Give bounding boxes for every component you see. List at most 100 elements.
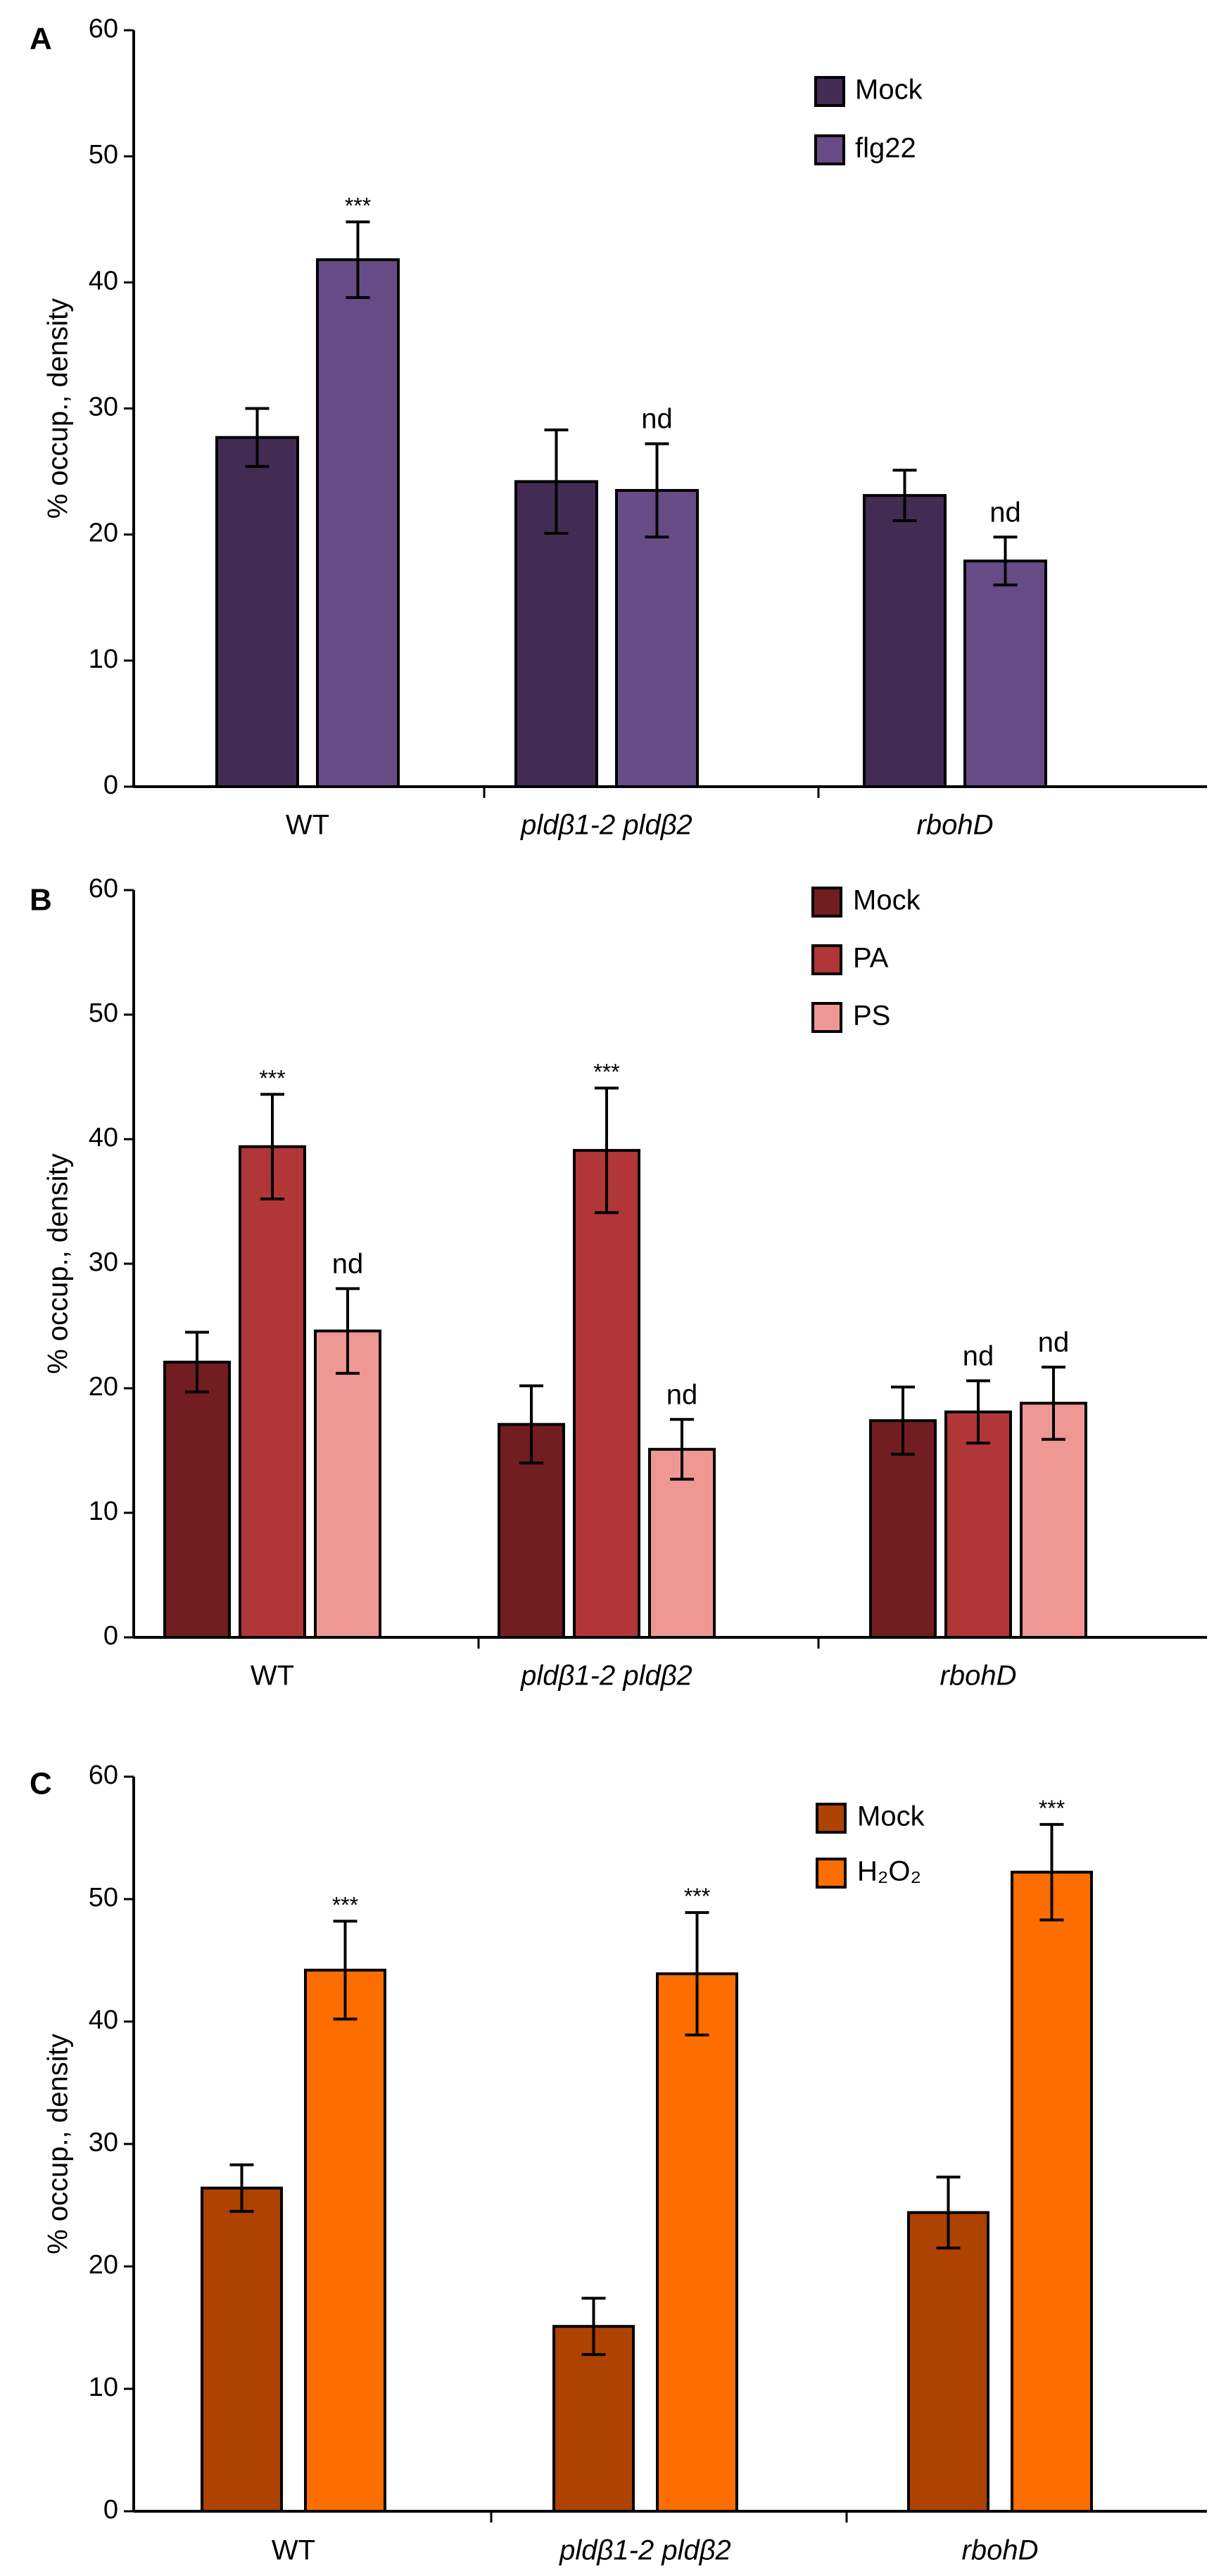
error-bar	[595, 1086, 619, 1214]
y-tick-label: 0	[103, 2495, 118, 2525]
significance-annotation: nd	[332, 1248, 364, 1279]
panel-c: C 0 10 20 30 40 50 60 % occup., density WT pldβ1-2…	[30, 1760, 1207, 2566]
bar-flg22-0	[316, 258, 400, 789]
y-tick-label: 10	[89, 2373, 118, 2402]
x-category-label: pldβ1-2 pldβ2	[559, 2535, 731, 2566]
y-tick-label: 40	[89, 1123, 118, 1153]
x-category-label: pldβ1-2 pldβ2	[520, 810, 692, 841]
x-category-label: rbohD	[940, 1661, 1017, 1692]
legend: Mock H₂O₂	[816, 1801, 925, 1889]
y-tick-label: 60	[89, 874, 118, 903]
y-tick-label: 10	[89, 645, 118, 674]
y-tick-label: 0	[103, 1621, 118, 1651]
legend-swatch	[811, 944, 842, 975]
x-category-label: WT	[251, 1661, 294, 1692]
legend-label: H₂O₂	[857, 1856, 921, 1887]
y-tick-label: 40	[89, 266, 118, 296]
error-bar	[544, 428, 569, 535]
significance-annotation: nd	[641, 404, 673, 435]
significance-annotation: nd	[666, 1379, 698, 1410]
y-tick-label: 60	[89, 1760, 118, 1790]
y-axis-title: % occup., density	[43, 2033, 74, 2254]
significance-annotation: nd	[963, 1340, 994, 1371]
bar-ho-2	[1011, 1870, 1093, 2513]
bar-mock-0	[163, 1360, 231, 1639]
error-bar	[333, 1920, 358, 2021]
bar-ps-0	[314, 1329, 381, 1639]
legend-label: Mock	[855, 75, 923, 106]
y-axis-title: % occup., density	[43, 298, 74, 519]
legend-swatch	[811, 887, 842, 918]
panel-a: A 0 10 20 30 40 50 60 % occup., density WT pldβ1-2…	[30, 14, 1207, 841]
error-bar	[185, 1331, 209, 1394]
y-tick-label: 30	[89, 1248, 118, 1277]
significance-annotation: nd	[989, 497, 1021, 528]
x-category-label: rbohD	[962, 2535, 1039, 2566]
bar-ps-1	[648, 1447, 716, 1639]
y-tick-label: 40	[89, 2005, 118, 2035]
y-tick-label: 20	[89, 2250, 118, 2280]
error-bar	[346, 220, 370, 299]
x-category-label: rbohD	[917, 810, 994, 841]
legend-swatch	[811, 1002, 842, 1033]
error-bar	[1039, 1822, 1064, 1922]
error-bar	[993, 535, 1018, 587]
significance-annotation: ***	[593, 1059, 619, 1084]
y-tick-label: 50	[89, 140, 118, 170]
y-tick-label: 30	[89, 393, 118, 422]
x-category-label: pldβ1-2 pldβ2	[520, 1661, 692, 1692]
legend: Mock flg22	[814, 75, 923, 165]
bar-mock-2	[863, 494, 947, 788]
error-bar	[966, 1379, 990, 1445]
bar-ho-0	[304, 1968, 386, 2513]
y-tick-label: 0	[103, 770, 118, 800]
x-category-label: WT	[272, 2535, 315, 2566]
legend: Mock PA PS	[811, 885, 921, 1033]
bar-mock-0	[215, 436, 299, 788]
legend-label: PA	[853, 943, 889, 974]
y-tick-label: 20	[89, 1372, 118, 1402]
panel-label: C	[30, 1767, 52, 1801]
error-bar	[670, 1418, 694, 1481]
legend-swatch	[814, 76, 845, 107]
bar-pa-2	[944, 1410, 1012, 1639]
bar-mock-2	[869, 1419, 937, 1639]
legend-swatch	[816, 1803, 847, 1834]
legend-label: Mock	[853, 885, 921, 916]
y-tick-label: 20	[89, 519, 118, 548]
bar-ho-1	[656, 1972, 738, 2513]
legend-label: PS	[853, 1001, 890, 1032]
error-bar	[581, 2297, 606, 2356]
y-tick-label: 50	[89, 998, 118, 1028]
error-bar	[519, 1384, 543, 1465]
panel-label: B	[30, 883, 52, 918]
error-bar	[245, 407, 270, 468]
bar-ps-2	[1020, 1402, 1087, 1639]
error-bar	[685, 1911, 709, 2037]
y-tick-label: 50	[89, 1883, 118, 1912]
significance-annotation: ***	[259, 1065, 285, 1091]
error-bar	[229, 2163, 254, 2213]
legend-swatch	[816, 1858, 847, 1889]
bar-mock-0	[201, 2186, 283, 2513]
legend-label: flg22	[855, 133, 916, 164]
error-bar	[936, 2175, 961, 2250]
x-category-label: WT	[286, 810, 329, 841]
significance-annotation: ***	[684, 1884, 710, 1909]
y-tick-label: 60	[89, 14, 118, 44]
y-tick-label: 10	[89, 1497, 118, 1526]
y-tick-label: 30	[89, 2128, 118, 2157]
bar-pa-1	[573, 1148, 640, 1639]
legend-label: Mock	[857, 1801, 925, 1832]
significance-annotation: ***	[345, 193, 371, 218]
error-bar	[891, 1385, 915, 1456]
bar-mock-2	[907, 2211, 989, 2513]
panel-b: B 0 10 20 30 40 50 60 % occup., density WT pldβ1-2…	[30, 874, 1207, 1692]
significance-annotation: nd	[1038, 1327, 1070, 1358]
error-bar	[336, 1287, 360, 1375]
significance-annotation: ***	[1039, 1796, 1065, 1821]
error-bar	[260, 1093, 284, 1200]
error-bar	[892, 469, 917, 522]
error-bar	[645, 442, 669, 539]
